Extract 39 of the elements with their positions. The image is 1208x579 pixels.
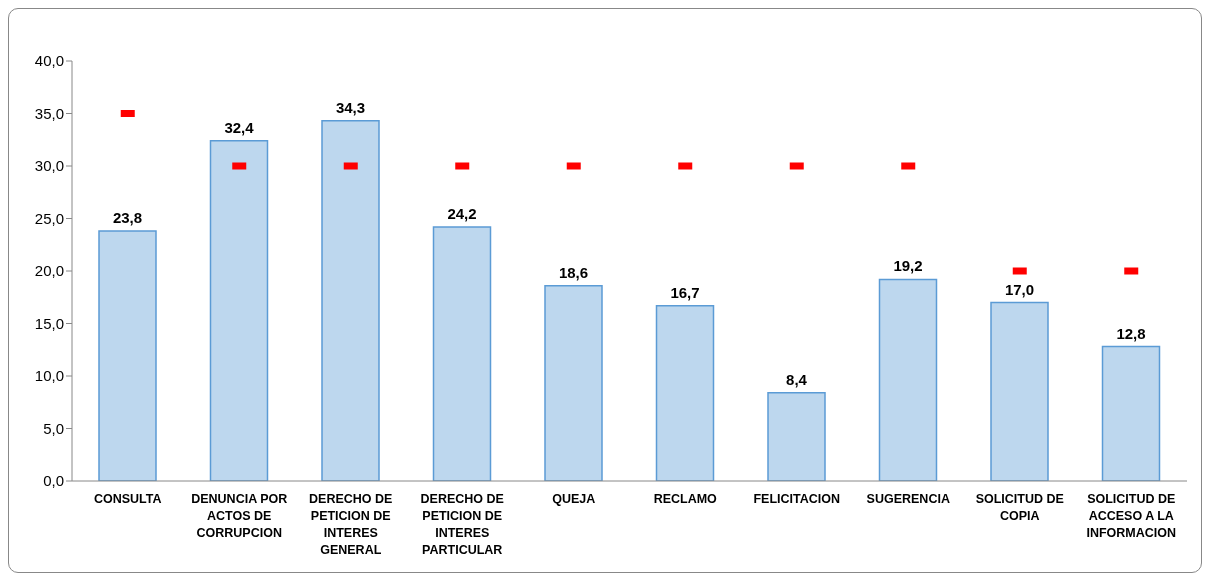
y-tick-label: 35,0 bbox=[34, 104, 64, 122]
x-tick-label: DERECHO DE PETICION DE INTERES GENERAL bbox=[309, 492, 393, 557]
data-label: 19,2 bbox=[893, 257, 923, 275]
bar bbox=[990, 301, 1049, 481]
data-label: 24,2 bbox=[447, 204, 477, 222]
bar bbox=[209, 140, 269, 481]
data-label: 12,8 bbox=[1116, 324, 1146, 342]
x-tick-label: CONSULTA bbox=[93, 492, 162, 506]
data-label: 16,7 bbox=[670, 283, 700, 301]
y-tick-label: 0,0 bbox=[43, 472, 64, 490]
bar bbox=[767, 392, 826, 481]
data-label: 8,4 bbox=[786, 370, 808, 388]
bar bbox=[432, 226, 492, 481]
y-tick-label: 15,0 bbox=[34, 314, 64, 332]
y-tick-label: 5,0 bbox=[43, 419, 64, 437]
x-tick-label: DERECHO DE PETICION DE INTERES PARTICULAR bbox=[420, 492, 504, 557]
bar bbox=[655, 304, 715, 481]
data-label: 32,4 bbox=[224, 118, 255, 136]
x-tick-label: FELICITACION bbox=[753, 492, 841, 506]
data-label: 17,0 bbox=[1004, 280, 1035, 298]
y-tick-label: 40,0 bbox=[34, 52, 64, 70]
data-label: 18,6 bbox=[558, 263, 589, 281]
data-label: 34,3 bbox=[335, 98, 366, 116]
y-tick-label: 10,0 bbox=[34, 367, 64, 385]
x-tick-label: SOLICITUD DE COPIA bbox=[975, 492, 1064, 523]
bar bbox=[544, 284, 603, 481]
x-tick-label: QUEJA bbox=[552, 492, 596, 506]
bar bbox=[1101, 345, 1161, 481]
x-tick-label: RECLAMO bbox=[653, 492, 718, 506]
x-tick-label: SUGERENCIA bbox=[866, 492, 950, 506]
x-tick-label: SOLICITUD DE ACCESO A LA INFORMACION bbox=[1086, 492, 1177, 540]
bar bbox=[98, 230, 157, 481]
y-tick-label: 20,0 bbox=[34, 262, 64, 280]
x-tick-label: DENUNCIA POR ACTOS DE CORRUPCION bbox=[191, 492, 288, 540]
data-label: 23,8 bbox=[112, 209, 143, 227]
bar bbox=[878, 278, 938, 481]
y-tick-label: 25,0 bbox=[34, 209, 64, 227]
bar bbox=[321, 120, 380, 481]
y-tick-label: 30,0 bbox=[34, 157, 64, 175]
